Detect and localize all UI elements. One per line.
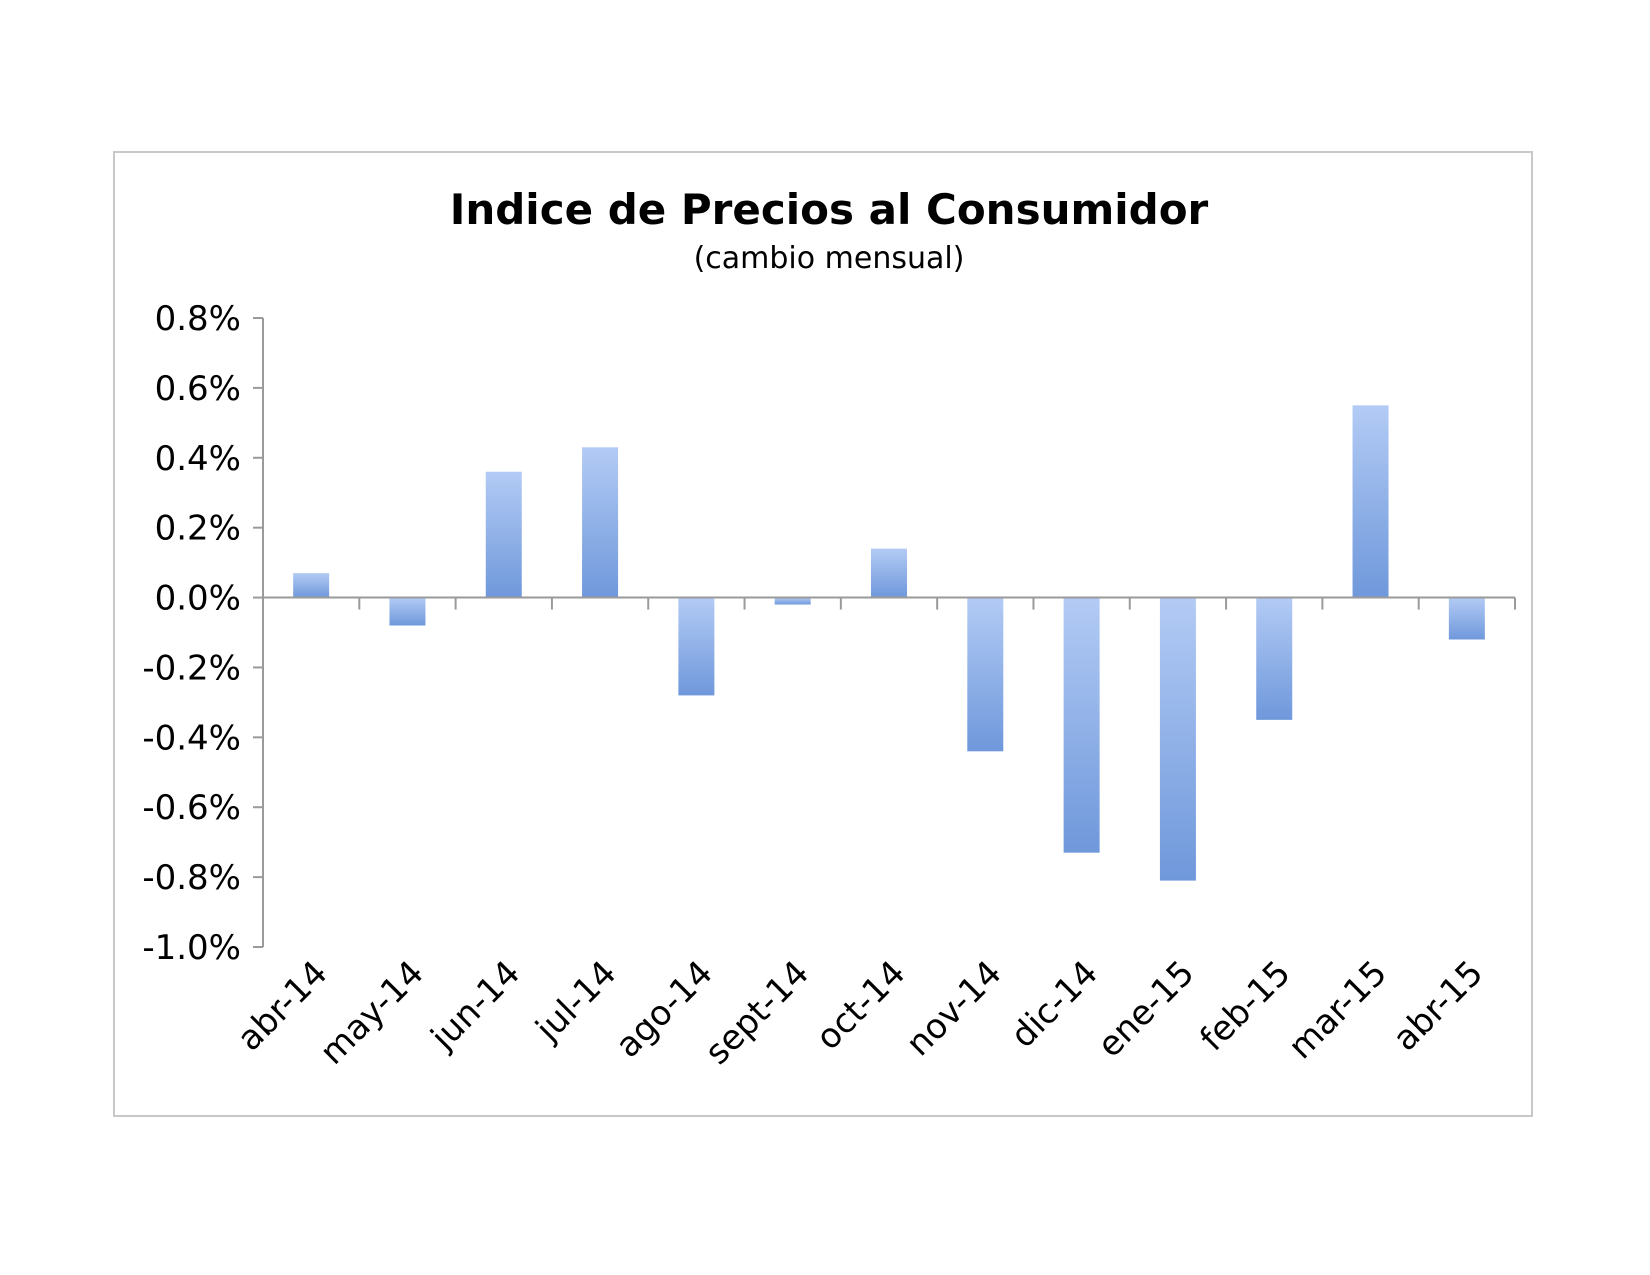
x-tick-label: mar-15 [1281,953,1395,1067]
x-tick-label: may-14 [312,953,432,1073]
bar-abr-14 [293,573,330,598]
x-tick-label: sept-14 [698,953,818,1073]
bar-nov-14 [967,597,1004,752]
bar-dic-14 [1063,597,1100,853]
x-tick-label: nov-14 [899,953,1010,1064]
x-tick-label: dic-14 [1003,953,1106,1056]
y-tick-label: 0.0% [155,579,241,619]
y-tick-label: 0.2% [155,509,241,549]
y-tick-label: 0.4% [155,439,241,479]
bar-ene-15 [1159,597,1196,881]
y-tick-label: 0.8% [155,299,241,339]
bar-abr-15 [1448,597,1485,640]
chart-svg: Indice de Precios al Consumidor (cambio … [142,185,1516,1073]
x-tick-label: abr-15 [1385,953,1491,1059]
bar-feb-15 [1256,597,1293,720]
y-tick-label: -1.0% [142,928,241,968]
bars [293,405,1485,881]
bar-jun-14 [485,471,522,598]
bar-ago-14 [678,597,715,696]
bar-mar-15 [1352,405,1389,598]
x-tick-label: ene-15 [1090,953,1202,1065]
y-tick-label: -0.6% [142,788,241,828]
y-tick-label: -0.4% [142,718,241,758]
x-tick-label: feb-15 [1193,953,1299,1059]
chart-frame: Indice de Precios al Consumidor (cambio … [113,151,1533,1117]
chart-subtitle: (cambio mensual) [694,241,965,276]
bar-may-14 [389,597,426,626]
bar-oct-14 [871,548,907,598]
bar-jul-14 [582,447,619,598]
y-tick-label: -0.8% [142,858,241,898]
y-tick-label: -0.2% [142,648,241,688]
x-tick-label: oct-14 [808,953,913,1058]
y-axis: 0.8% 0.6% 0.4% 0.2% 0.0% -0.2% -0.4% -0.6% -0.8%… [142,299,264,968]
x-tick-label: jun-14 [423,953,528,1058]
y-tick-label: 0.6% [155,369,241,409]
chart-title: Indice de Precios al Consumidor [450,185,1209,234]
bar-sept-14 [774,597,811,605]
